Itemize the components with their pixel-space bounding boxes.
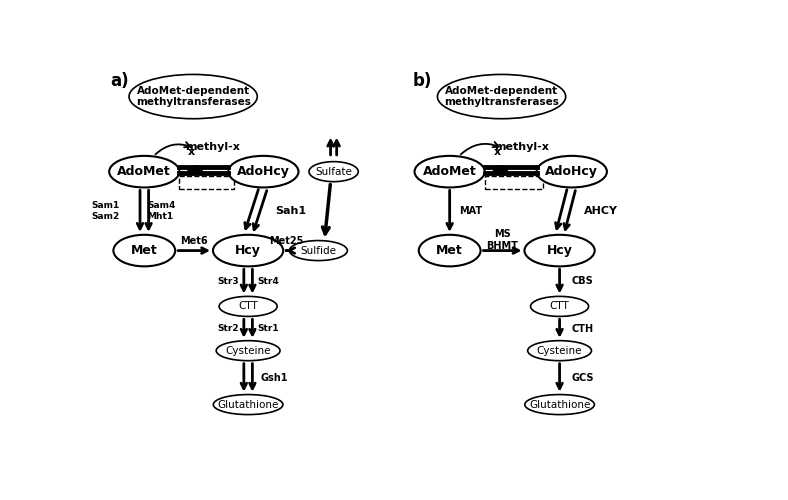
Ellipse shape — [309, 162, 359, 182]
Text: AHCY: AHCY — [584, 206, 618, 216]
Ellipse shape — [214, 394, 283, 414]
Text: AdoMet-dependent
methyltransferases: AdoMet-dependent methyltransferases — [136, 86, 251, 108]
Ellipse shape — [216, 340, 280, 360]
Text: Sah1: Sah1 — [276, 206, 307, 216]
Text: AdoMet: AdoMet — [117, 165, 171, 178]
Text: CTH: CTH — [572, 324, 594, 334]
Text: Hcy: Hcy — [547, 244, 573, 257]
Text: Sulfate: Sulfate — [315, 166, 352, 176]
Ellipse shape — [537, 156, 607, 188]
Text: Glutathione: Glutathione — [529, 400, 590, 409]
Text: x: x — [493, 148, 500, 158]
Ellipse shape — [437, 74, 566, 118]
Ellipse shape — [219, 296, 277, 316]
Ellipse shape — [213, 235, 283, 266]
Ellipse shape — [525, 235, 595, 266]
Ellipse shape — [110, 156, 180, 188]
Ellipse shape — [525, 394, 594, 414]
Ellipse shape — [113, 235, 175, 266]
Text: CTT: CTT — [238, 302, 258, 312]
Text: Cysteine: Cysteine — [225, 346, 271, 356]
Text: methyl-x: methyl-x — [185, 142, 240, 152]
Ellipse shape — [418, 235, 481, 266]
Text: Sam4
Mht1: Sam4 Mht1 — [147, 202, 176, 221]
Text: CBS: CBS — [572, 276, 593, 286]
Ellipse shape — [289, 240, 348, 260]
Text: Met: Met — [437, 244, 463, 257]
Text: AdoMet-dependent
methyltransferases: AdoMet-dependent methyltransferases — [444, 86, 559, 108]
Ellipse shape — [129, 74, 257, 118]
Text: a): a) — [110, 72, 129, 90]
Text: MS
BHMT: MS BHMT — [486, 229, 519, 250]
Ellipse shape — [414, 156, 485, 188]
Text: GCS: GCS — [572, 372, 594, 382]
Text: Str2: Str2 — [217, 324, 239, 333]
Text: Hcy: Hcy — [235, 244, 261, 257]
Text: CTT: CTT — [550, 302, 570, 312]
Text: Met25: Met25 — [269, 236, 303, 246]
Text: Met6: Met6 — [180, 236, 208, 246]
Text: Str3: Str3 — [217, 277, 239, 286]
Text: Str1: Str1 — [257, 324, 279, 333]
Ellipse shape — [528, 340, 592, 360]
Text: Met: Met — [131, 244, 158, 257]
Ellipse shape — [229, 156, 299, 188]
Text: Cysteine: Cysteine — [537, 346, 582, 356]
Text: b): b) — [413, 72, 433, 90]
Text: MAT: MAT — [459, 206, 482, 216]
Text: AdoMet: AdoMet — [423, 165, 477, 178]
Text: Gsh1: Gsh1 — [260, 372, 288, 382]
Text: AdoHcy: AdoHcy — [545, 165, 598, 178]
Text: Str4: Str4 — [257, 277, 279, 286]
Text: x: x — [188, 148, 195, 158]
Text: methyl-x: methyl-x — [494, 142, 549, 152]
Ellipse shape — [530, 296, 589, 316]
Text: AdoHcy: AdoHcy — [237, 165, 290, 178]
Text: Glutathione: Glutathione — [217, 400, 279, 409]
Text: Sulfide: Sulfide — [300, 246, 336, 256]
Text: Sam1
Sam2: Sam1 Sam2 — [91, 202, 120, 221]
